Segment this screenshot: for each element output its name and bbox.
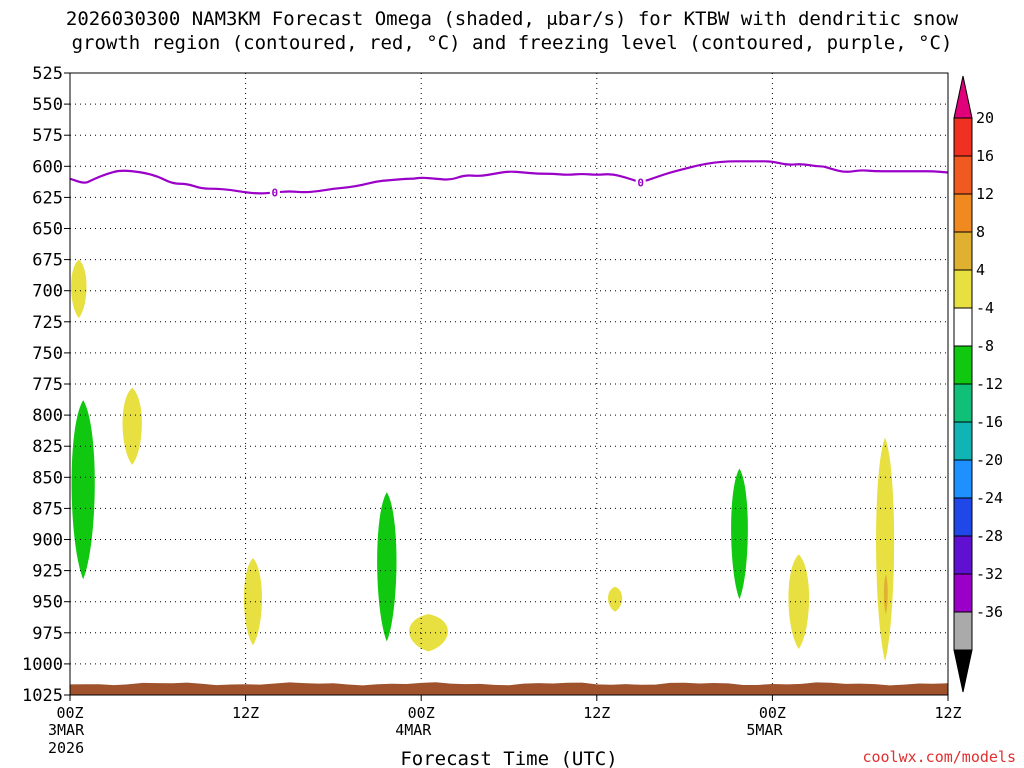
- y-tick-label: 600: [32, 157, 63, 177]
- omega-region-2: [122, 387, 142, 465]
- y-tick-label: 750: [32, 344, 63, 364]
- colorbar-bottom-triangle: [953, 649, 973, 693]
- omega-region-8: [788, 554, 810, 649]
- colorbar-tick-label: -28: [976, 527, 1003, 545]
- y-tick-label: 575: [32, 126, 63, 146]
- colorbar-tick-label: 20: [976, 109, 994, 127]
- y-tick-label: 1025: [22, 686, 63, 706]
- colorbar-tick-label: 12: [976, 185, 994, 203]
- omega-region-3: [243, 558, 262, 646]
- colorbar-swatch: [953, 193, 973, 233]
- y-tick-label: 625: [32, 188, 63, 208]
- freezing-level-label-bg: [635, 175, 646, 190]
- y-tick-label: 700: [32, 282, 63, 302]
- freezing-level-label-bg: [269, 185, 280, 200]
- chart-title-line-1: 2026030300 NAM3KM Forecast Omega (shaded…: [65, 8, 959, 30]
- omega-region-5: [409, 614, 448, 652]
- omega-region-1: [71, 400, 95, 580]
- credit-text: coolwx.com/models: [862, 748, 1016, 766]
- x-axis-label: Forecast Time (UTC): [400, 748, 617, 768]
- y-tick-label: 725: [32, 313, 63, 333]
- chart-title-line-2: growth region (contoured, red, °C) and f…: [71, 32, 953, 54]
- omega-region-7: [731, 468, 748, 600]
- freezing-level-line: [69, 160, 949, 195]
- y-axis-ticks: 525 550 575 600 625 650 675 700 725 750 775 800 825 8…: [22, 64, 70, 706]
- x-tick-date: 4MAR: [395, 721, 432, 739]
- colorbar-tick-label: -4: [976, 299, 994, 317]
- grid-lines: [70, 73, 948, 695]
- colorbar-tick-label: -24: [976, 489, 1003, 507]
- colorbar-swatch: [953, 155, 973, 195]
- y-tick-label: 850: [32, 468, 63, 488]
- colorbar-tick-label: -32: [976, 565, 1003, 583]
- y-tick-label: 650: [32, 220, 63, 240]
- x-tick-label: 12Z: [232, 704, 259, 722]
- colorbar-swatch: [953, 535, 973, 575]
- colorbar-top-triangle: [953, 75, 973, 119]
- colorbar-tick-label: 8: [976, 223, 985, 241]
- colorbar-swatch: [953, 611, 973, 651]
- omega-shaded-regions: [71, 259, 895, 662]
- colorbar-tick-label: 16: [976, 147, 994, 165]
- y-tick-label: 825: [32, 437, 63, 457]
- omega-region-9: [876, 437, 895, 662]
- y-tick-label: 525: [32, 64, 63, 84]
- colorbar-tick-label: -20: [976, 451, 1003, 469]
- omega-region-6: [607, 586, 623, 612]
- y-tick-label: 675: [32, 251, 63, 271]
- colorbar-swatch: [953, 459, 973, 499]
- x-tick-label: 00Z: [56, 704, 83, 722]
- colorbar-tick-label: 4: [976, 261, 985, 279]
- omega-colorbar: 20 16 12 8 4 -4 -8 -12 -16 -20 -24 -28 -32 -36: [953, 75, 1003, 693]
- x-tick-year: 2026: [48, 739, 84, 757]
- colorbar-swatch: [953, 307, 973, 347]
- y-tick-label: 1000: [22, 655, 63, 675]
- freezing-level-label: 0: [637, 176, 644, 189]
- x-tick-label: 12Z: [583, 704, 610, 722]
- y-tick-label: 925: [32, 562, 63, 582]
- colorbar-tick-label: -8: [976, 337, 994, 355]
- colorbar-tick-label: -16: [976, 413, 1003, 431]
- y-tick-label: 550: [32, 95, 63, 115]
- x-tick-label: 00Z: [408, 704, 435, 722]
- colorbar-tick-label: -36: [976, 603, 1003, 621]
- colorbar-swatch: [953, 497, 973, 537]
- x-tick-label: 12Z: [934, 704, 961, 722]
- colorbar-swatch: [953, 117, 973, 157]
- colorbar-swatch: [953, 383, 973, 423]
- x-tick-date: 5MAR: [746, 721, 783, 739]
- colorbar-swatch: [953, 269, 973, 309]
- terrain-area: [70, 682, 948, 695]
- terrain-fill: [70, 682, 948, 695]
- colorbar-swatch: [953, 345, 973, 385]
- colorbar-tick-label: -12: [976, 375, 1003, 393]
- colorbar-swatch: [953, 573, 973, 613]
- y-tick-label: 775: [32, 375, 63, 395]
- y-tick-label: 975: [32, 624, 63, 644]
- omega-region-0: [71, 259, 87, 319]
- omega-region-4: [377, 492, 397, 642]
- y-tick-label: 875: [32, 499, 63, 519]
- freezing-level-label: 0: [272, 186, 279, 199]
- omega-region-10: [883, 574, 888, 615]
- x-tick-date: 3MAR: [48, 721, 85, 739]
- y-tick-label: 800: [32, 406, 63, 426]
- colorbar-swatch: [953, 421, 973, 461]
- colorbar-swatch: [953, 231, 973, 271]
- y-tick-label: 900: [32, 531, 63, 551]
- freezing-level-contour: 00: [69, 160, 949, 200]
- x-tick-label: 00Z: [759, 704, 786, 722]
- y-tick-label: 950: [32, 593, 63, 613]
